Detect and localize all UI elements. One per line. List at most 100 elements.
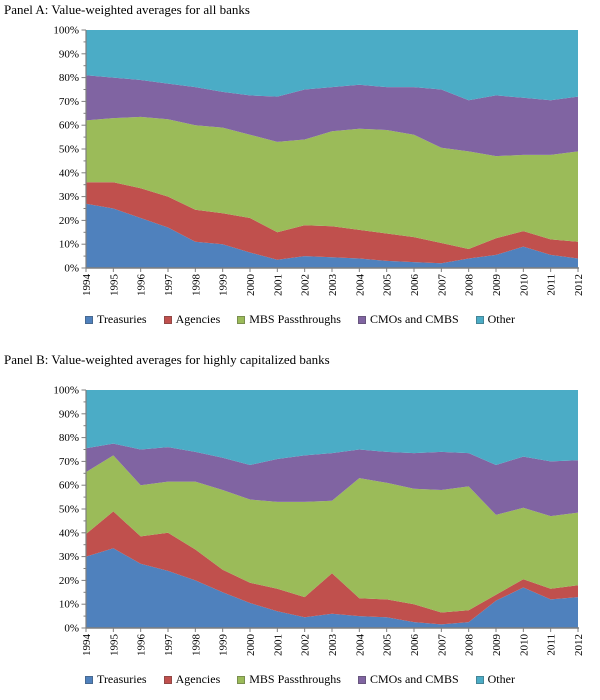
x-tick-label: 2005 (382, 274, 394, 297)
legend-label: MBS Passthroughs (249, 312, 341, 326)
x-tick-label: 2011 (546, 274, 558, 296)
x-tick-label: 2001 (272, 634, 284, 656)
y-tick-label: 50% (59, 144, 79, 156)
cmos-and-cmbs-swatch-icon (357, 315, 366, 324)
x-tick-label: 2000 (245, 274, 257, 297)
legend-item-mbs-passthroughs: MBS Passthroughs (237, 672, 341, 687)
x-tick-label: 2002 (300, 634, 312, 656)
panel-a-title: Panel A: Value-weighted averages for all… (4, 2, 250, 17)
x-tick-label: 2009 (491, 634, 503, 657)
treasuries-swatch-icon (85, 675, 94, 684)
x-tick-label: 2012 (573, 274, 585, 296)
x-tick-label: 2010 (518, 274, 530, 297)
y-tick-label: 0% (64, 263, 79, 275)
legend-label: Agencies (175, 672, 221, 686)
x-tick-label: 2000 (245, 634, 257, 657)
x-tick-label: 1995 (108, 634, 120, 657)
y-tick-label: 50% (59, 504, 79, 516)
legend-label: Other (487, 312, 515, 326)
x-tick-label: 2010 (518, 634, 530, 657)
x-tick-label: 1999 (218, 634, 230, 657)
mbs-passthroughs-swatch-icon (237, 675, 246, 684)
panel-a-legend: Treasuries Agencies MBS Passthroughs CMOs a… (0, 312, 600, 327)
x-tick-label: 1997 (163, 274, 175, 297)
y-tick-label: 30% (59, 191, 79, 203)
x-tick-label: 2011 (546, 634, 558, 656)
other-swatch-icon (475, 675, 484, 684)
x-tick-label: 2006 (409, 274, 421, 297)
legend-label: Agencies (175, 312, 221, 326)
x-tick-label: 2004 (354, 274, 366, 297)
y-tick-label: 20% (59, 215, 79, 227)
x-tick-label: 2003 (327, 274, 339, 297)
y-tick-label: 90% (59, 408, 79, 420)
x-tick-label: 1998 (190, 634, 202, 657)
legend-item-treasuries: Treasuries (85, 672, 147, 687)
x-tick-label: 2012 (573, 634, 585, 656)
x-tick-label: 1995 (108, 274, 120, 297)
legend-label: MBS Passthroughs (249, 672, 341, 686)
panel-b-legend: Treasuries Agencies MBS Passthroughs CMOs a… (0, 672, 600, 687)
area-cmos-and-cmbs (86, 443, 578, 517)
legend-item-other: Other (475, 672, 515, 687)
area-cmos-and-cmbs (86, 75, 578, 157)
x-tick-label: 2006 (409, 634, 421, 657)
legend-label: Treasuries (97, 672, 147, 686)
panel-a-chart: 0% 10% 20% 30% 40% 50% 60% 70% 80% 90% 100% 1994 199… (53, 25, 585, 297)
x-tick-label: 1994 (81, 634, 93, 657)
x-tick-label: 2009 (491, 274, 503, 297)
agencies-swatch-icon (163, 675, 172, 684)
panel-b-title: Panel B: Value-weighted averages for hig… (4, 352, 330, 367)
legend-item-cmos-and-cmbs: CMOs and CMBS (357, 672, 459, 687)
mbs-passthroughs-swatch-icon (237, 315, 246, 324)
legend-label: CMOs and CMBS (369, 312, 459, 326)
area-agencies (86, 182, 578, 264)
legend-item-agencies: Agencies (163, 672, 221, 687)
y-tick-label: 60% (59, 120, 79, 132)
area-mbs-passthroughs (86, 455, 578, 613)
x-tick-label: 1994 (81, 274, 93, 297)
x-tick-label: 2007 (436, 274, 448, 297)
y-tick-label: 100% (53, 25, 79, 37)
x-tick-label: 1996 (136, 274, 148, 297)
legend-label: CMOs and CMBS (369, 672, 459, 686)
x-tick-label: 1999 (218, 274, 230, 297)
x-tick-label: 2003 (327, 634, 339, 657)
legend-item-agencies: Agencies (163, 312, 221, 327)
area-mbs-passthroughs (86, 116, 578, 250)
area-agencies (86, 511, 578, 625)
y-tick-label: 100% (53, 385, 79, 397)
x-tick-label: 1998 (190, 274, 202, 297)
x-tick-label: 1996 (136, 634, 148, 657)
legend-label: Other (487, 672, 515, 686)
area-other (86, 390, 578, 465)
cmos-and-cmbs-swatch-icon (357, 675, 366, 684)
y-tick-label: 30% (59, 551, 79, 563)
y-tick-label: 10% (59, 239, 79, 251)
y-tick-label: 40% (59, 527, 79, 539)
area-treasuries (86, 548, 578, 628)
y-tick-label: 80% (59, 432, 79, 444)
legend-item-treasuries: Treasuries (85, 312, 147, 327)
x-tick-label: 2004 (354, 634, 366, 657)
agencies-swatch-icon (163, 315, 172, 324)
panel-b-chart: 0% 10% 20% 30% 40% 50% 60% 70% 80% 90% 100% 1994 199… (53, 385, 585, 657)
x-tick-label: 2008 (464, 274, 476, 297)
y-tick-label: 70% (59, 96, 79, 108)
y-tick-label: 60% (59, 480, 79, 492)
area-other (86, 30, 578, 101)
legend-item-mbs-passthroughs: MBS Passthroughs (237, 312, 341, 327)
x-tick-label: 1997 (163, 634, 175, 657)
y-tick-label: 20% (59, 575, 79, 587)
y-tick-label: 80% (59, 72, 79, 84)
legend-item-other: Other (475, 312, 515, 327)
x-tick-label: 2001 (272, 274, 284, 296)
y-tick-label: 40% (59, 167, 79, 179)
x-tick-label: 2002 (300, 274, 312, 296)
y-tick-label: 90% (59, 48, 79, 60)
x-tick-label: 2005 (382, 634, 394, 657)
legend-label: Treasuries (97, 312, 147, 326)
x-tick-label: 2007 (436, 634, 448, 657)
area-treasuries (86, 203, 578, 268)
